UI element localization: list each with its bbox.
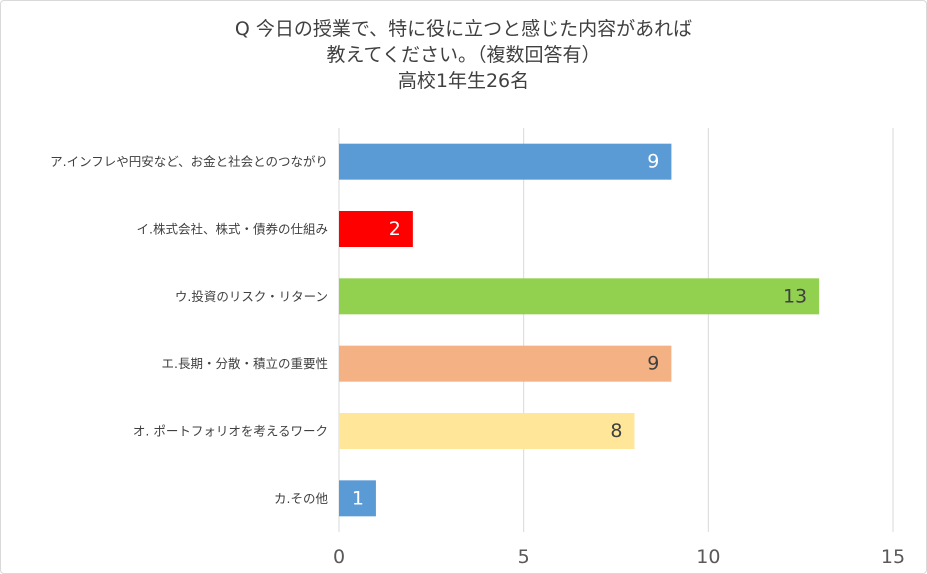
bar-5 [339,413,635,449]
data-label-4: 9 [647,353,659,375]
chart-title-line-3: 高校1年生26名 [397,70,530,92]
category-label-5: オ. ポートフォリオを考えるワーク [133,424,328,439]
bar-6 [339,480,376,517]
bar-4 [339,345,672,382]
data-label-2: 2 [389,218,401,240]
category-label-3: ウ.投資のリスク・リターン [175,289,328,304]
category-label-4: エ.長期・分散・積立の重要性 [162,356,328,371]
data-label-6: 1 [352,487,364,509]
chart-title-line-2: 教えてください。（複数回答有） [326,44,601,66]
data-label-1: 9 [647,151,659,173]
chart-title: Q 今日の授業で、特に役に立つと感じた内容があれば 教えてください。（複数回答有… [0,16,927,94]
x-tick-label-0: 0 [333,546,345,568]
category-label-2: イ.株式会社、株式・債券の仕組み [137,222,328,237]
bar-1 [339,143,672,180]
x-tick-label-2: 10 [696,546,720,568]
data-label-3: 13 [783,285,807,307]
chart-title-line-1: Q 今日の授業で、特に役に立つと感じた内容があれば [234,18,693,40]
data-label-5: 8 [610,420,622,442]
x-tick-label-3: 15 [881,546,905,568]
category-label-6: カ.その他 [274,491,328,506]
bar-2 [339,211,413,247]
category-label-1: ア.インフレや円安など、お金と社会とのつながり [50,154,328,169]
x-tick-label-1: 5 [518,546,530,568]
bar-3 [339,278,820,315]
